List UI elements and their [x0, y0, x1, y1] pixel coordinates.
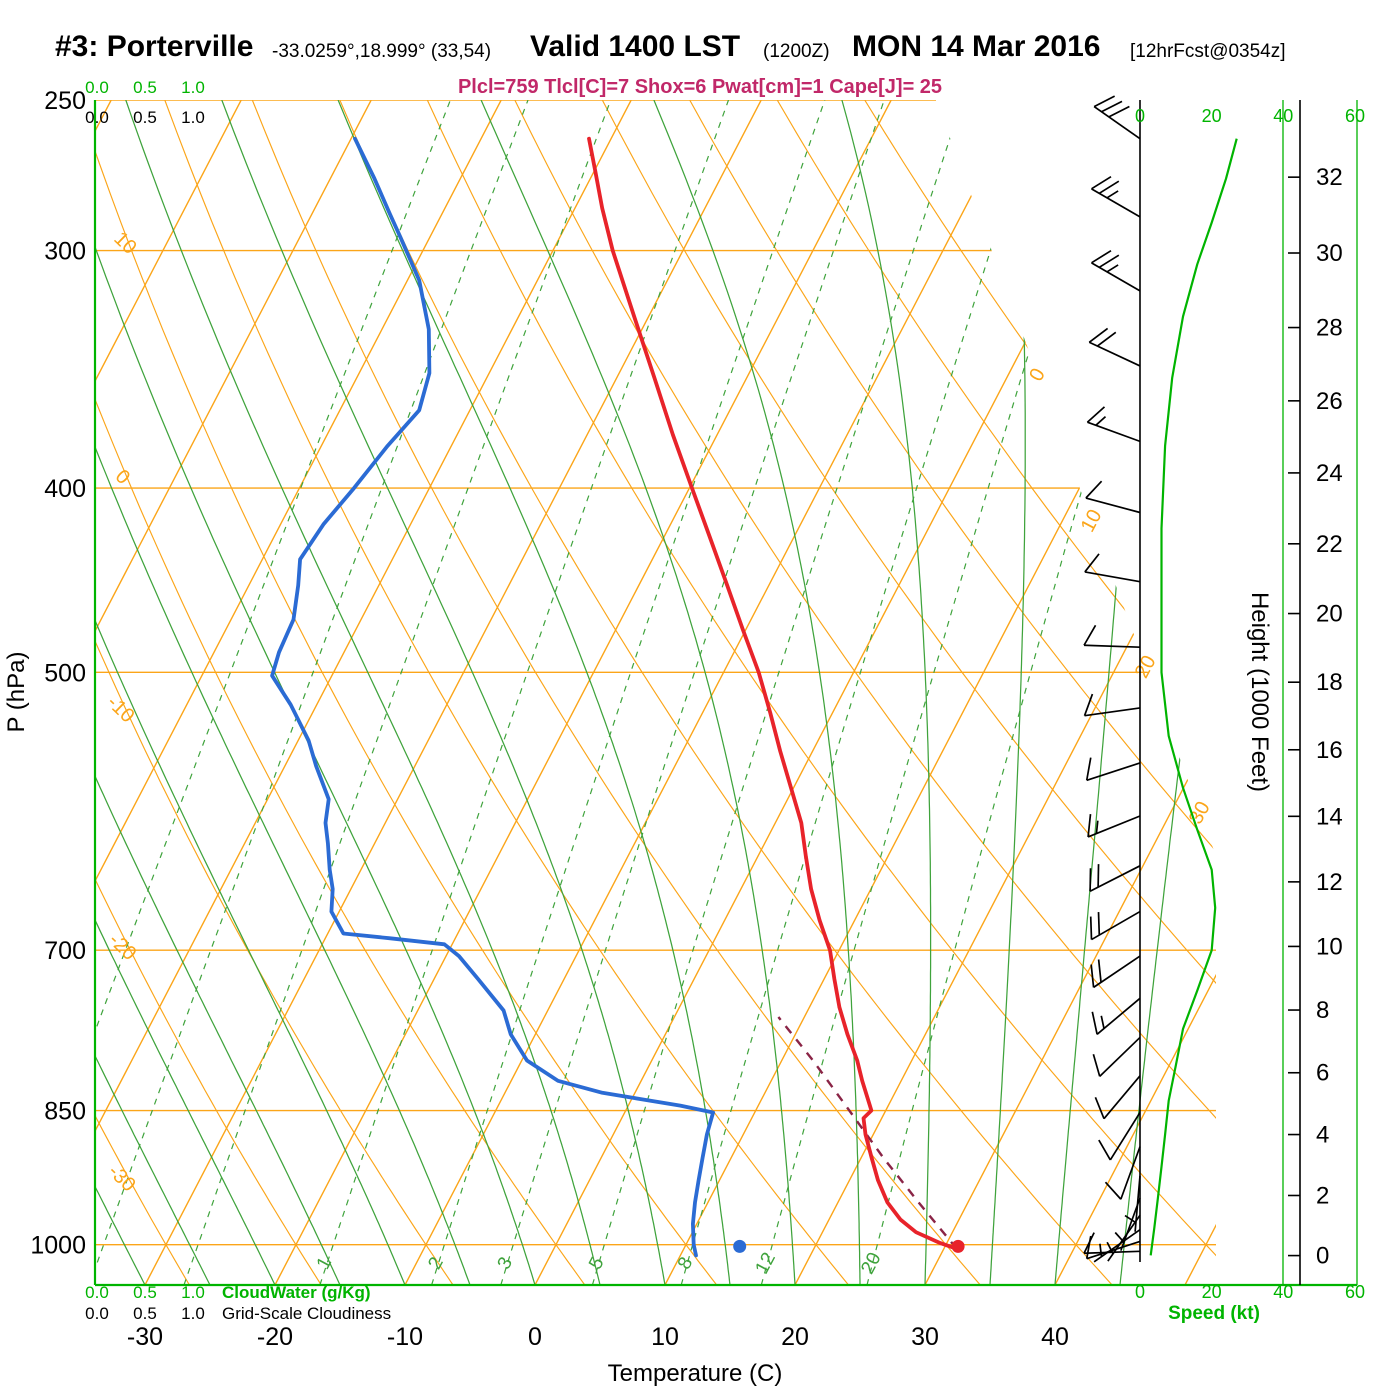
svg-text:32: 32	[1316, 164, 1343, 191]
svg-text:850: 850	[44, 1098, 86, 1126]
svg-text:0.5: 0.5	[133, 108, 157, 127]
cloudwater-scales: 0.0 0.0 0.5 0.5 1.0 1.0 0.0 0.0 0.5 0.5 1.0 1.0 Clou…	[85, 78, 391, 1323]
dewpoint-curve	[270, 136, 715, 1258]
svg-text:5: 5	[585, 1254, 609, 1273]
svg-text:-10: -10	[387, 1323, 423, 1351]
svg-text:60: 60	[1345, 1282, 1365, 1302]
svg-text:0.5: 0.5	[133, 1304, 157, 1323]
svg-text:0: 0	[528, 1323, 542, 1351]
svg-text:10: 10	[1316, 933, 1343, 960]
svg-text:400: 400	[44, 475, 86, 503]
svg-text:1.0: 1.0	[181, 1283, 205, 1302]
svg-text:1.0: 1.0	[181, 108, 205, 127]
skewt-background-grid	[95, 100, 1216, 1285]
svg-text:0: 0	[1316, 1243, 1329, 1270]
svg-text:30: 30	[1185, 798, 1215, 828]
wind-barbs	[1083, 95, 1141, 1263]
svg-text:250: 250	[44, 87, 86, 115]
svg-text:0.0: 0.0	[85, 78, 109, 97]
svg-text:14: 14	[1316, 803, 1343, 830]
svg-text:0.5: 0.5	[133, 1283, 157, 1302]
svg-text:12: 12	[752, 1249, 780, 1278]
svg-text:0.0: 0.0	[85, 1283, 109, 1302]
svg-text:0: 0	[1135, 1282, 1145, 1302]
svg-text:300: 300	[44, 238, 86, 266]
axes-frame	[93, 100, 1358, 1287]
wind-speed-profile	[1149, 138, 1238, 1256]
svg-text:-20: -20	[257, 1323, 293, 1351]
svg-text:60: 60	[1345, 106, 1365, 126]
svg-text:0.5: 0.5	[133, 78, 157, 97]
svg-text:20: 20	[1202, 1282, 1222, 1302]
svg-text:40: 40	[1273, 106, 1293, 126]
svg-text:40: 40	[1041, 1323, 1069, 1351]
svg-text:10: 10	[109, 228, 140, 259]
svg-text:22: 22	[1316, 531, 1343, 558]
svg-text:1.0: 1.0	[181, 78, 205, 97]
svg-text:40: 40	[1273, 1282, 1293, 1302]
station-coords: -33.0259°,18.999° (33,54)	[272, 41, 492, 62]
svg-text:12: 12	[1316, 869, 1343, 896]
surface-temperature-dot	[951, 1239, 965, 1253]
svg-text:0.0: 0.0	[85, 108, 109, 127]
valid-zulu: (1200Z)	[763, 41, 830, 62]
svg-text:-30: -30	[104, 1160, 140, 1196]
svg-text:10: 10	[1077, 506, 1107, 536]
svg-text:1000: 1000	[30, 1232, 86, 1260]
svg-text:10: 10	[651, 1323, 679, 1351]
temperature-axis-title: Temperature (C)	[608, 1360, 783, 1387]
pressure-axis-title: P (hPa)	[3, 652, 30, 733]
svg-text:3: 3	[494, 1254, 518, 1273]
svg-text:16: 16	[1316, 737, 1343, 764]
svg-text:0.0: 0.0	[85, 1304, 109, 1323]
svg-text:30: 30	[911, 1323, 939, 1351]
svg-text:28: 28	[1316, 315, 1343, 342]
svg-text:20: 20	[1202, 106, 1222, 126]
speed-axis-title: Speed (kt)	[1168, 1303, 1260, 1324]
svg-text:8: 8	[1316, 997, 1329, 1024]
forecast-info: [12hrFcst@0354z]	[1130, 41, 1286, 62]
pressure-axis: 250 300 400 500 700 850 1000 P (hPa)	[3, 87, 86, 1260]
svg-text:8: 8	[674, 1254, 698, 1273]
sounding-profiles	[270, 136, 965, 1258]
parcel-path-curve	[777, 1016, 958, 1250]
svg-text:-10: -10	[103, 691, 139, 727]
svg-text:0: 0	[1135, 106, 1145, 126]
svg-text:2: 2	[424, 1254, 448, 1273]
svg-text:500: 500	[44, 659, 86, 687]
temperature-curve	[587, 136, 959, 1251]
svg-text:1.0: 1.0	[181, 1304, 205, 1323]
svg-text:0: 0	[1025, 365, 1050, 385]
svg-text:-30: -30	[127, 1323, 163, 1351]
svg-text:30: 30	[1316, 240, 1343, 267]
valid-date: MON 14 Mar 2016	[852, 30, 1101, 63]
surface-dewpoint-dot	[733, 1239, 747, 1253]
svg-text:700: 700	[44, 937, 86, 965]
svg-text:2: 2	[1316, 1182, 1329, 1209]
svg-text:20: 20	[1131, 652, 1161, 682]
svg-text:4: 4	[1316, 1122, 1329, 1149]
stability-indices: Plcl=759 Tlcl[C]=7 Shox=6 Pwat[cm]=1 Cap…	[457, 76, 943, 98]
valid-time: Valid 1400 LST	[530, 30, 741, 63]
cloudiness-axis-title: Grid-Scale Cloudiness	[222, 1304, 391, 1323]
svg-text:18: 18	[1316, 669, 1343, 696]
height-axis-title: Height (1000 Feet)	[1246, 592, 1273, 792]
svg-text:1: 1	[313, 1254, 337, 1273]
svg-text:24: 24	[1316, 460, 1343, 487]
svg-text:6: 6	[1316, 1060, 1329, 1087]
svg-text:20: 20	[1316, 601, 1343, 628]
svg-text:20: 20	[857, 1249, 885, 1278]
svg-text:26: 26	[1316, 388, 1343, 415]
station-title: #3: Porterville	[55, 30, 254, 63]
cloudwater-axis-title: CloudWater (g/Kg)	[222, 1283, 371, 1302]
temperature-axis: -30 -20 -10 0 10 20 30 40 Temperature (C)	[127, 1323, 1069, 1387]
svg-text:20: 20	[781, 1323, 809, 1351]
